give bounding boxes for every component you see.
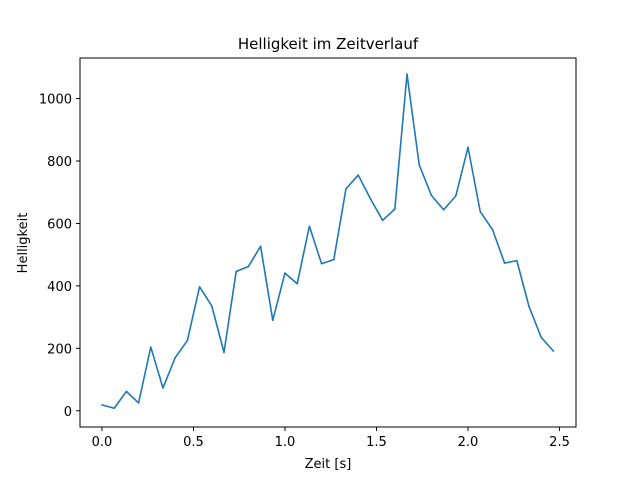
data-point bbox=[406, 73, 408, 76]
y-tick-label: 400 bbox=[47, 280, 72, 295]
data-point bbox=[308, 225, 311, 228]
data-point bbox=[418, 163, 421, 166]
data-point bbox=[467, 146, 469, 149]
data-point bbox=[442, 208, 445, 211]
data-point bbox=[381, 219, 384, 222]
y-tick-label: 600 bbox=[47, 217, 72, 232]
data-point bbox=[149, 346, 152, 348]
x-tick-label: 0.5 bbox=[183, 435, 204, 450]
data-point bbox=[369, 197, 372, 200]
chart-title: Helligkeit im Zeitverlauf bbox=[238, 35, 419, 53]
data-point bbox=[186, 339, 189, 342]
data-point bbox=[357, 174, 359, 176]
x-axis: 0.0 0.5 1.0 1.5 2.0 2.5 bbox=[92, 427, 570, 450]
y-axis-label: Helligkeit bbox=[16, 213, 31, 274]
data-point bbox=[430, 194, 433, 197]
data-point bbox=[345, 188, 347, 190]
data-point bbox=[491, 228, 494, 231]
y-tick-label: 200 bbox=[47, 342, 72, 357]
data-point bbox=[113, 407, 115, 410]
data-point bbox=[284, 272, 286, 274]
data-point bbox=[296, 282, 298, 285]
y-tick-label: 800 bbox=[47, 155, 72, 170]
data-point bbox=[198, 286, 201, 288]
x-tick-label: 1.5 bbox=[366, 435, 387, 450]
data-point bbox=[162, 387, 164, 389]
data-point bbox=[528, 305, 530, 308]
data-point bbox=[259, 245, 262, 248]
x-tick-label: 2.0 bbox=[458, 435, 479, 450]
data-point bbox=[247, 265, 250, 268]
data-point bbox=[210, 305, 213, 307]
x-tick-label: 2.5 bbox=[549, 435, 570, 450]
data-point bbox=[394, 208, 396, 210]
data-point bbox=[235, 270, 237, 273]
data-point bbox=[320, 262, 323, 265]
data-point bbox=[479, 210, 482, 213]
x-tick-label: 0.0 bbox=[92, 435, 113, 450]
data-point bbox=[223, 351, 225, 354]
data-point bbox=[516, 259, 518, 262]
data-point bbox=[552, 350, 555, 352]
plot-area bbox=[79, 57, 577, 428]
y-tick-label: 0 bbox=[64, 405, 72, 420]
data-point bbox=[101, 404, 103, 406]
data-point bbox=[271, 319, 274, 322]
x-axis-label: Zeit [s] bbox=[305, 457, 352, 472]
data-point bbox=[455, 195, 457, 197]
plot-frame bbox=[79, 57, 577, 428]
y-tick-label: 1000 bbox=[39, 93, 72, 108]
y-axis: 0 200 400 600 800 1000 bbox=[39, 93, 80, 420]
data-point bbox=[503, 262, 506, 264]
data-point bbox=[174, 356, 176, 359]
data-point bbox=[333, 258, 335, 261]
data-point bbox=[137, 402, 140, 404]
x-tick-label: 1.0 bbox=[275, 435, 296, 450]
series-line bbox=[101, 73, 555, 410]
series-layer bbox=[101, 73, 555, 410]
data-point bbox=[540, 336, 543, 339]
data-point bbox=[125, 390, 128, 393]
